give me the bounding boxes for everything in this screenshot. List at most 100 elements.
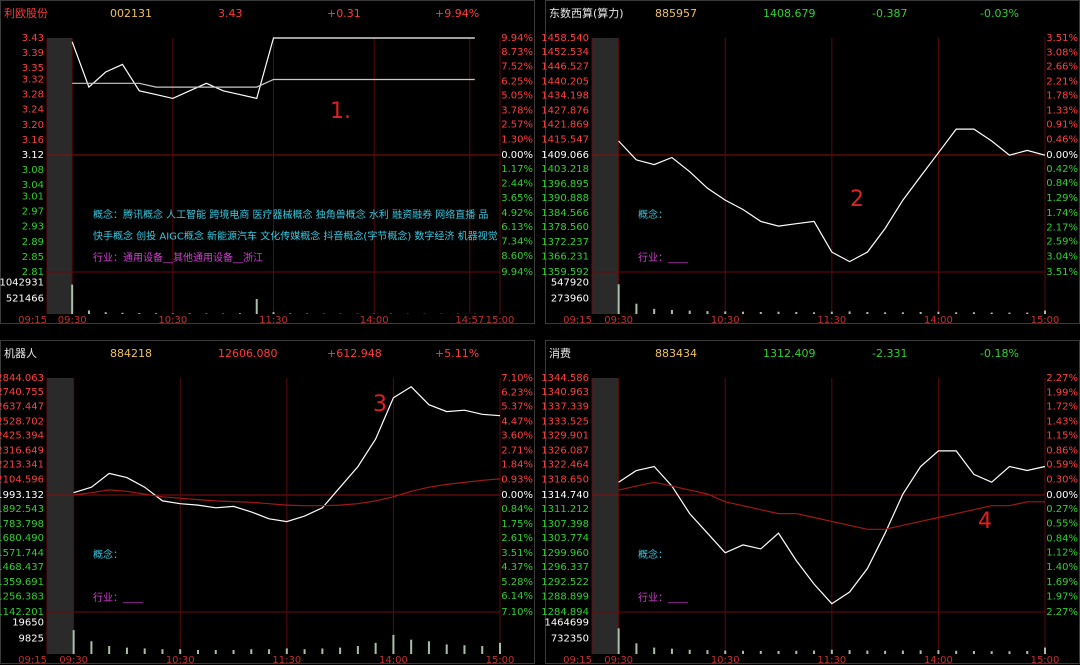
price-tick-label: 1378.560 (541, 222, 589, 233)
header-code: 885957 (655, 7, 697, 20)
pct-tick-label: 8.60% (501, 251, 533, 262)
volume-bar (499, 642, 501, 654)
volume-bar (392, 634, 395, 654)
volume-bar (706, 650, 709, 654)
volume-bar (759, 312, 762, 314)
premarket-shade (592, 38, 619, 314)
price-tick-label: 1292.522 (541, 577, 589, 588)
price-tick-label: 3.04 (22, 180, 44, 191)
price-tick-label: 1288.899 (541, 591, 589, 602)
price-tick-label: 2425.394 (0, 431, 44, 442)
pct-tick-label: 8.73% (501, 47, 533, 58)
pct-tick-label: 6.23% (501, 387, 533, 398)
volume-bar (688, 649, 691, 654)
price-tick-label: 3.39 (22, 48, 44, 59)
pct-tick-label: 5.28% (501, 577, 533, 588)
pct-tick-label: 7.52% (501, 61, 533, 72)
pct-tick-label: 0.86% (1046, 446, 1078, 457)
volume-bar (830, 311, 833, 314)
average-line (73, 478, 501, 507)
volume-bar (688, 310, 691, 314)
price-tick-label: 2.97 (22, 207, 44, 218)
header-code: 884218 (110, 347, 152, 360)
price-tick-label: 1142.201 (0, 607, 44, 618)
volume-bar (161, 649, 164, 654)
volume-bar (670, 648, 673, 654)
price-tick-label: 1390.888 (541, 193, 589, 204)
pct-tick-label: 3.51% (501, 548, 533, 559)
header-name: 消费 (549, 346, 571, 360)
volume-bar (72, 630, 75, 654)
pct-tick-label: 1.29% (1046, 193, 1078, 204)
header-pct: -0.18% (980, 347, 1019, 360)
pct-tick-label: 6.14% (501, 591, 533, 602)
price-line (73, 386, 501, 523)
volume-bar (777, 311, 780, 314)
time-label: 14:57 (455, 315, 484, 326)
volume-bar (268, 649, 271, 654)
price-tick-label: 2.81 (22, 267, 44, 278)
volume-tick-label: 521466 (6, 293, 44, 304)
price-tick-label: 1299.960 (541, 548, 589, 559)
pct-tick-label: 5.05% (501, 91, 533, 102)
price-tick-label: 1783.798 (0, 519, 44, 530)
header-pct: +9.94% (435, 7, 479, 20)
volume-bar (232, 650, 235, 654)
volume-bar (463, 645, 466, 654)
volume-bar (724, 311, 727, 314)
price-tick-label: 1892.543 (0, 504, 44, 515)
price-tick-label: 1256.383 (0, 591, 44, 602)
header-price: 3.43 (218, 7, 243, 20)
pct-tick-label: 3.51% (1046, 33, 1078, 44)
volume-bar (670, 310, 673, 314)
pct-tick-label: 1.17% (501, 164, 533, 175)
pct-tick-label: 4.37% (501, 562, 533, 573)
price-tick-label: 1322.464 (541, 460, 589, 471)
note: 行业：通用设备__其他通用设备__浙江 (93, 251, 263, 264)
price-tick-label: 1403.218 (541, 164, 589, 175)
price-tick-label: 1571.744 (0, 548, 44, 559)
header-change: +0.31 (327, 7, 361, 20)
time-label: 11:30 (817, 315, 846, 326)
volume-bar (356, 646, 359, 654)
header-price: 1408.679 (763, 7, 816, 20)
pct-tick-label: 2.71% (501, 445, 533, 456)
volume-bar (410, 639, 413, 654)
price-tick-label: 1384.566 (541, 208, 589, 219)
time-label: 14:00 (360, 315, 389, 326)
price-tick-label: 2637.447 (0, 401, 44, 412)
volume-bar (795, 650, 798, 654)
header-code: 883434 (655, 347, 697, 360)
price-tick-label: 2.89 (22, 237, 44, 248)
pct-tick-label: 2.17% (1046, 222, 1078, 233)
volume-bar (1026, 651, 1029, 654)
price-tick-label: 3.28 (22, 90, 44, 101)
volume-bar (289, 313, 292, 314)
volume-bar (724, 650, 727, 654)
pct-tick-label: 3.51% (1046, 267, 1078, 278)
volume-bar (71, 284, 74, 314)
pct-tick-label: 0.27% (1046, 504, 1078, 515)
price-line (71, 37, 475, 100)
pct-tick-label: 0.00% (501, 490, 533, 501)
pct-tick-label: 1.99% (1046, 387, 1078, 398)
volume-bar (759, 651, 762, 654)
pct-tick-label: 0.00% (1046, 490, 1078, 501)
pct-tick-label: 5.37% (501, 402, 533, 413)
pct-tick-label: 7.10% (501, 607, 533, 618)
pct-tick-label: 3.60% (501, 431, 533, 442)
pct-tick-label: 2.61% (501, 533, 533, 544)
pct-tick-label: 2.27% (1046, 607, 1078, 618)
pct-tick-label: 0.84% (1046, 533, 1078, 544)
volume-bar (90, 641, 93, 654)
pct-tick-label: 2.66% (1046, 61, 1078, 72)
pct-tick-label: 1.33% (1046, 106, 1078, 117)
volume-bar (339, 647, 342, 654)
volume-bar (972, 312, 975, 314)
price-tick-label: 2104.596 (0, 475, 44, 486)
pct-tick-label: 6.25% (501, 76, 533, 87)
pct-tick-label: 0.00% (501, 150, 533, 161)
price-tick-label: 1427.876 (541, 106, 589, 117)
header-change: +612.948 (327, 347, 382, 360)
